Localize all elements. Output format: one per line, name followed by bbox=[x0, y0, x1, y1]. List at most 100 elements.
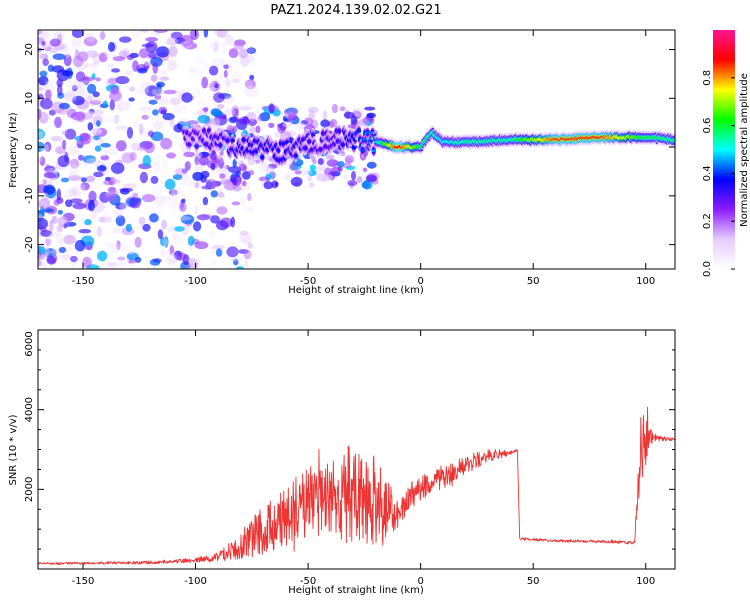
spectrogram-cell bbox=[210, 257, 218, 266]
spectrogram-cell bbox=[87, 83, 97, 94]
spectrogram-cell bbox=[230, 139, 235, 143]
spectrogram-cell bbox=[53, 31, 65, 40]
spectrogram-cell bbox=[195, 152, 203, 159]
spectrogram-cell bbox=[347, 123, 357, 129]
spectrogram-cell bbox=[172, 230, 178, 240]
y-tick-label: 4000 bbox=[24, 397, 35, 422]
spectrogram-cell bbox=[129, 197, 142, 209]
spectrogram-cell bbox=[126, 126, 134, 139]
spectrogram-cell bbox=[38, 156, 43, 162]
spectrogram-cell bbox=[170, 31, 183, 40]
spectrogram-cell bbox=[302, 169, 312, 175]
spectrogram-cell bbox=[63, 221, 77, 227]
spectrogram-cell bbox=[57, 209, 64, 215]
spectrogram-cell bbox=[161, 159, 169, 170]
spectrogram-cell bbox=[98, 52, 108, 63]
spectrogram-cell bbox=[150, 205, 164, 214]
x-tick-label: 50 bbox=[527, 276, 540, 287]
spectrogram-cell bbox=[247, 47, 254, 53]
spectrogram-cell bbox=[178, 41, 193, 49]
spectrogram-cell bbox=[296, 121, 305, 130]
spectrogram-cell bbox=[101, 213, 113, 220]
spectrogram-cell bbox=[72, 55, 84, 67]
y-tick-label: 10 bbox=[24, 92, 35, 105]
spectrogram-cell bbox=[239, 233, 253, 244]
spectrogram-cell bbox=[116, 240, 121, 250]
spectrogram-cell bbox=[245, 79, 256, 90]
spectrogram-cell bbox=[68, 186, 82, 199]
spectrogram-cell bbox=[137, 67, 148, 74]
spectrogram-cell bbox=[119, 187, 133, 192]
spectrogram-cell bbox=[78, 154, 84, 161]
spectrogram-cell bbox=[86, 158, 100, 166]
spectrogram-cell bbox=[119, 36, 132, 43]
spectrogram-cell bbox=[213, 119, 221, 128]
spectrogram-cell bbox=[169, 118, 175, 128]
spectrogram-cell bbox=[38, 198, 51, 210]
spectrogram-cell bbox=[63, 49, 71, 59]
spectrogram-cell bbox=[55, 147, 62, 156]
spectrogram-cell bbox=[152, 120, 164, 130]
spectrogram-cell bbox=[39, 156, 46, 167]
spectrogram-cell bbox=[227, 60, 233, 72]
spectrogram-cell bbox=[163, 238, 168, 247]
spectrogram-cell bbox=[88, 108, 95, 115]
spectrogram-cell bbox=[249, 74, 255, 81]
spectrogram-cell bbox=[187, 142, 192, 147]
spectrogram-cell bbox=[58, 102, 70, 110]
spectrogram-cell bbox=[364, 106, 376, 111]
spectrogram-cell bbox=[160, 236, 166, 247]
spectrogram-cell bbox=[150, 131, 164, 142]
spectrogram-cell bbox=[38, 49, 45, 62]
spectrogram-cell bbox=[41, 261, 46, 269]
x-tick-label: 100 bbox=[636, 576, 655, 587]
spectrogram-cell bbox=[103, 241, 116, 248]
spectrogram-cell bbox=[38, 131, 44, 139]
spectrogram-cell bbox=[104, 145, 119, 156]
spectrogram-cell bbox=[239, 55, 250, 67]
spectrogram-cell bbox=[358, 118, 371, 127]
spectrogram-ylabel: Frequency (Hz) bbox=[8, 112, 19, 188]
spectrogram-cell bbox=[72, 95, 85, 106]
spectrogram-cell bbox=[47, 64, 54, 72]
spectrogram-cell bbox=[128, 259, 137, 264]
spectrogram-cell bbox=[132, 121, 139, 128]
spectrogram-cell bbox=[166, 152, 176, 159]
spectrogram-cell bbox=[140, 81, 151, 89]
spectrogram-cell bbox=[140, 30, 150, 33]
spectrogram-cell bbox=[224, 108, 236, 116]
spectrogram-cell bbox=[80, 177, 87, 183]
spectrogram-cell bbox=[356, 176, 363, 184]
spectrogram-cell bbox=[43, 248, 57, 258]
spectrogram-cell bbox=[210, 215, 220, 224]
spectrogram-cell bbox=[38, 250, 42, 259]
spectrogram-cell bbox=[113, 114, 120, 124]
spectrogram-cell bbox=[110, 162, 125, 174]
spectrogram-cell bbox=[247, 193, 252, 201]
spectrogram-cell bbox=[44, 238, 52, 246]
spectrogram-cell bbox=[38, 108, 42, 120]
spectrogram-cell bbox=[255, 125, 261, 134]
spectrogram-cell bbox=[277, 123, 286, 134]
spectrogram-cell bbox=[149, 213, 159, 223]
x-tick-label: -150 bbox=[72, 276, 95, 287]
spectrogram-cell bbox=[38, 75, 49, 86]
spectrogram-cell bbox=[145, 37, 158, 42]
spectrogram-cell bbox=[175, 167, 188, 176]
spectrogram-cell bbox=[45, 89, 52, 101]
spectrogram-cell bbox=[318, 147, 323, 151]
spectrogram-cell bbox=[139, 171, 148, 184]
spectrogram-cells bbox=[38, 30, 675, 269]
spectrogram-cell bbox=[170, 97, 181, 106]
spectrogram-cell bbox=[160, 137, 173, 150]
y-tick-label: 2000 bbox=[24, 477, 35, 502]
spectrogram-cell bbox=[71, 188, 78, 196]
spectrogram-cell bbox=[270, 171, 277, 182]
spectrogram-cell bbox=[171, 204, 177, 216]
spectrogram-cell bbox=[126, 54, 134, 61]
x-tick-label: 0 bbox=[417, 276, 423, 287]
spectrogram-cell bbox=[339, 106, 346, 112]
spectrogram-cell bbox=[238, 106, 251, 111]
spectrogram-cell bbox=[90, 97, 104, 103]
spectrogram-cell bbox=[63, 54, 72, 67]
